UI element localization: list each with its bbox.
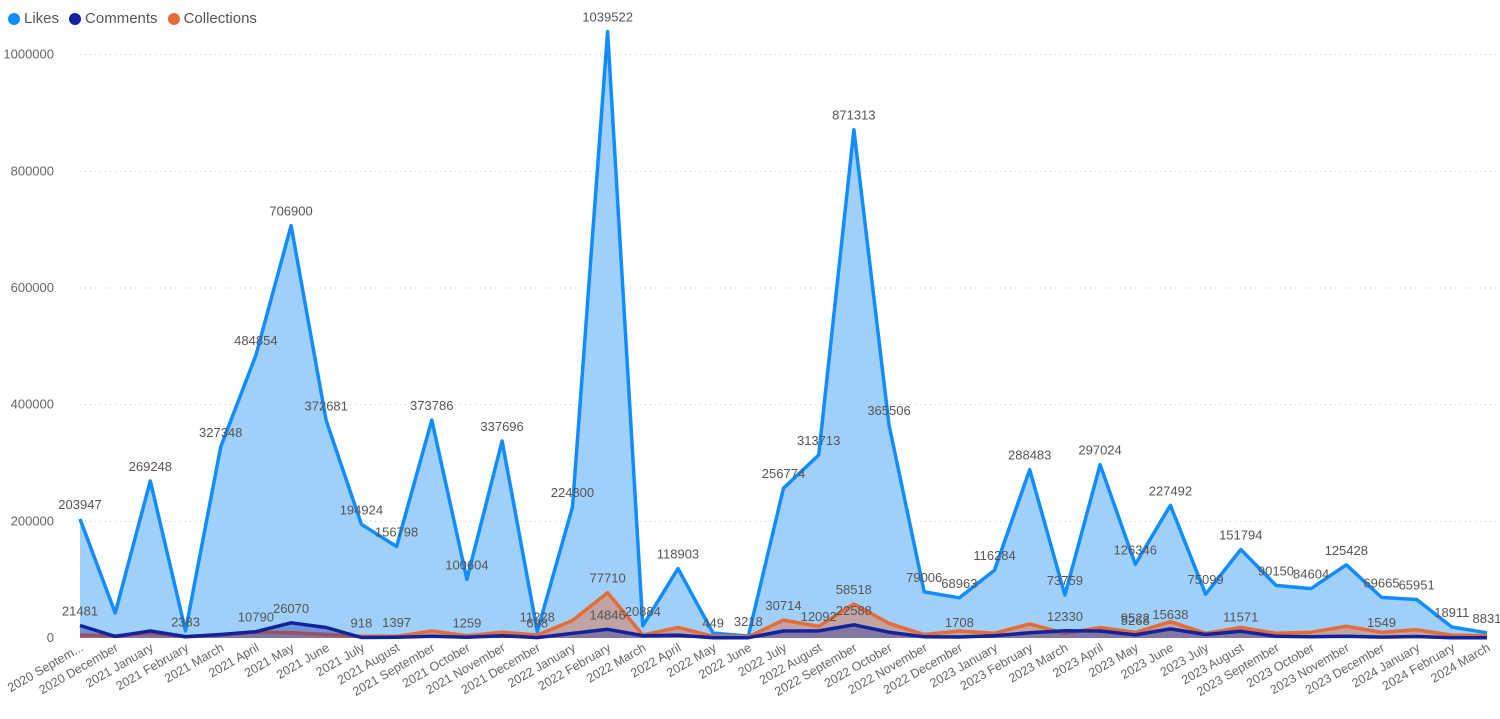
line-collections bbox=[79, 590, 1488, 639]
data-label-comments-8: 918 bbox=[351, 615, 373, 630]
data-label-comments-0: 21481 bbox=[62, 603, 98, 618]
data-label-likes-37: 69665 bbox=[1363, 575, 1399, 590]
data-label-likes-31: 227492 bbox=[1149, 483, 1192, 498]
data-label-likes-2: 269248 bbox=[129, 459, 172, 474]
data-label-comments-5: 10790 bbox=[238, 610, 274, 625]
data-label-comments-3: 2383 bbox=[171, 615, 200, 630]
data-label-likes-26: 116284 bbox=[973, 548, 1015, 563]
data-label-comments-37: 1549 bbox=[1367, 615, 1396, 630]
line-likes bbox=[78, 29, 1488, 638]
data-label-collections-30: 9522 bbox=[1121, 610, 1150, 625]
data-label-likes-14: 224800 bbox=[551, 485, 594, 500]
y-tick-label-600000: 600000 bbox=[11, 280, 54, 295]
data-label-likes-5: 484854 bbox=[234, 333, 277, 348]
data-label-likes-13: 11228 bbox=[520, 609, 555, 624]
data-label-likes-35: 84604 bbox=[1293, 567, 1329, 582]
data-label-likes-28: 73759 bbox=[1047, 573, 1083, 588]
data-label-likes-32: 75099 bbox=[1188, 572, 1224, 587]
area-likes bbox=[80, 31, 1487, 639]
data-label-likes-11: 100604 bbox=[445, 557, 488, 572]
data-label-likes-19: 3218 bbox=[734, 614, 763, 629]
data-label-likes-22: 871313 bbox=[832, 108, 875, 123]
data-label-likes-12: 337696 bbox=[480, 419, 523, 434]
data-label-collections-20: 30714 bbox=[765, 598, 801, 613]
data-label-likes-25: 68963 bbox=[941, 576, 977, 591]
data-label-likes-39: 18911 bbox=[1434, 605, 1469, 620]
data-label-comments-25: 1708 bbox=[945, 615, 974, 630]
data-label-comments-15: 14846 bbox=[590, 607, 626, 622]
legend-item-likes[interactable]: Likes bbox=[8, 10, 59, 27]
line-comments bbox=[79, 621, 1488, 640]
data-label-likes-20: 256774 bbox=[762, 466, 805, 481]
data-label-comments-13: 698 bbox=[526, 616, 548, 631]
legend: Likes Comments Collections bbox=[8, 10, 257, 27]
data-label-likes-34: 90150 bbox=[1258, 563, 1294, 578]
data-label-likes-24: 79006 bbox=[906, 570, 942, 585]
data-label-likes-4: 327348 bbox=[199, 425, 242, 440]
y-tick-label-200000: 200000 bbox=[11, 513, 54, 528]
data-label-likes-38: 65951 bbox=[1399, 578, 1435, 593]
area-collections bbox=[80, 592, 1487, 638]
legend-label-comments: Comments bbox=[85, 10, 158, 27]
data-label-likes-29: 297024 bbox=[1078, 443, 1121, 458]
data-label-likes-17: 118903 bbox=[657, 547, 699, 562]
data-label-likes-9: 156798 bbox=[375, 525, 418, 540]
data-label-comments-6: 26070 bbox=[273, 601, 309, 616]
legend-item-collections[interactable]: Collections bbox=[167, 10, 257, 27]
data-label-comments-21: 12092 bbox=[801, 609, 837, 624]
data-label-likes-15: 1039522 bbox=[582, 10, 633, 25]
legend-label-collections: Collections bbox=[183, 10, 257, 27]
data-label-comments-9: 1397 bbox=[382, 615, 411, 630]
data-label-comments-11: 1259 bbox=[452, 615, 481, 630]
legend-dot-likes bbox=[8, 12, 20, 25]
data-label-likes-10: 373786 bbox=[410, 398, 453, 413]
data-label-likes-0: 203947 bbox=[58, 497, 101, 512]
data-label-likes-6: 706900 bbox=[269, 204, 312, 219]
legend-dot-comments bbox=[69, 12, 82, 25]
data-label-likes-36: 125428 bbox=[1325, 543, 1368, 558]
data-label-comments-28: 12330 bbox=[1047, 609, 1083, 624]
data-label-comments-31: 15638 bbox=[1152, 607, 1188, 622]
data-label-likes-21: 313713 bbox=[797, 433, 840, 448]
data-label-likes-30: 126346 bbox=[1114, 542, 1157, 557]
legend-dot-collections bbox=[167, 12, 180, 25]
data-label-collections-15: 77710 bbox=[590, 571, 626, 586]
y-tick-label-400000: 400000 bbox=[11, 397, 54, 412]
data-label-likes-7: 372681 bbox=[305, 399, 348, 414]
data-label-collections-22: 58518 bbox=[836, 582, 872, 597]
y-tick-label-1000000: 1000000 bbox=[3, 47, 54, 62]
y-tick-label-0: 0 bbox=[47, 630, 54, 645]
data-label-likes-27: 288483 bbox=[1008, 448, 1051, 463]
data-label-comments-30: 5268 bbox=[1121, 613, 1150, 628]
legend-label-likes: Likes bbox=[24, 10, 60, 27]
legend-item-comments[interactable]: Comments bbox=[69, 10, 158, 27]
data-label-likes-8: 194924 bbox=[340, 502, 383, 517]
y-tick-label-800000: 800000 bbox=[11, 163, 54, 178]
data-label-likes-33: 151794 bbox=[1219, 527, 1262, 542]
data-label-likes-40: 8831 bbox=[1473, 611, 1500, 626]
data-label-likes-16: 20884 bbox=[625, 604, 661, 619]
data-label-comments-33: 11571 bbox=[1223, 609, 1258, 624]
data-label-likes-23: 365506 bbox=[867, 403, 910, 418]
data-label-comments-22: 22588 bbox=[836, 603, 872, 618]
data-label-comments-18: 449 bbox=[702, 616, 724, 631]
